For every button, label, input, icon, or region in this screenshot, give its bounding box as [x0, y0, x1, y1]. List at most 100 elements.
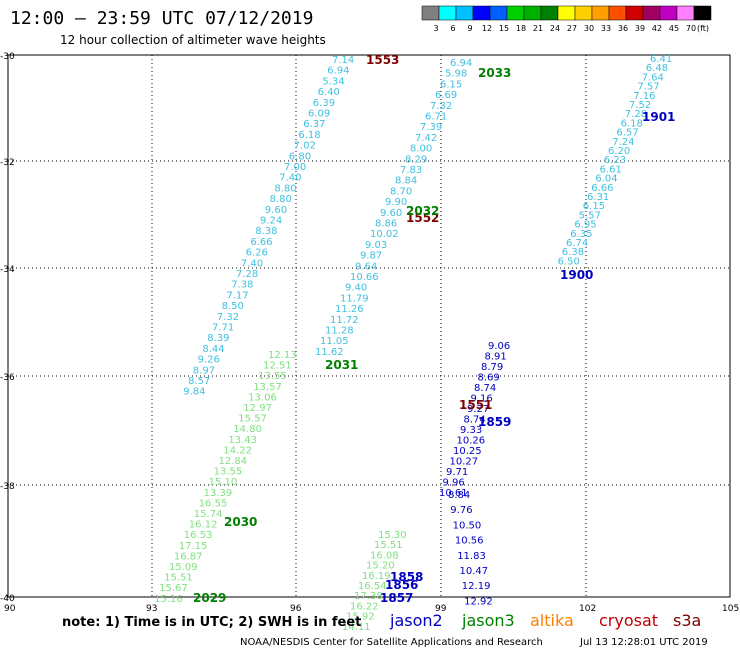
scale-swatch [676, 5, 695, 21]
lat-tick: -36 [0, 373, 15, 383]
track-value: 7.02 [294, 141, 316, 152]
track-value: 15.74 [194, 509, 223, 520]
page-title: 12:00 – 23:59 UTC 07/12/2019 [10, 8, 313, 29]
scale-swatch [540, 5, 559, 21]
track-value: 16.22 [350, 601, 379, 612]
track-value: 15.51 [374, 540, 403, 551]
scale-swatch [574, 5, 593, 21]
track-value: 11.72 [330, 315, 359, 326]
track-value: 8.84 [448, 490, 470, 501]
track-value: 7.40 [241, 258, 263, 269]
track-value: 15.51 [164, 573, 193, 584]
track-value: 10.27 [450, 457, 479, 468]
track-value: 6.74 [566, 238, 588, 249]
lat-tick: -40 [0, 594, 15, 604]
track-value: 5.57 [579, 210, 601, 221]
page-subtitle: 12 hour collection of altimeter wave hei… [60, 33, 326, 47]
track-value: 6.66 [591, 183, 613, 194]
track-value: 10.66 [350, 272, 379, 283]
track-label-1859: 1859 [478, 415, 511, 429]
lon-tick: 90 [4, 604, 16, 614]
scale-swatch [438, 5, 457, 21]
track-label-1857: 1857 [380, 591, 413, 605]
track-value: 7.83 [400, 165, 422, 176]
track-value: 9.87 [360, 251, 382, 262]
track-value: 17.38 [354, 591, 383, 602]
track-value: 16.55 [199, 498, 228, 509]
track-value: 15.16 [154, 594, 183, 605]
track-value: 6.31 [587, 192, 609, 203]
track-value: 10.61 [439, 488, 468, 499]
track-value: 13.57 [253, 382, 282, 393]
track-value: 11.05 [320, 336, 349, 347]
scale-swatch [693, 5, 712, 21]
track-value: 13.06 [248, 392, 277, 403]
track-value: 11.79 [340, 293, 369, 304]
track-value: 9.60 [265, 205, 287, 216]
track-label-2033: 2033 [478, 66, 511, 80]
track-value: 8.74 [464, 415, 486, 426]
track-value: 8.80 [274, 183, 296, 194]
track-value: 10.50 [453, 520, 482, 531]
track-value: 11.62 [315, 347, 344, 358]
track-value: 8.97 [193, 365, 215, 376]
track-label-1551: 1551 [459, 398, 492, 412]
track-value: 9.03 [365, 240, 387, 251]
scale-swatch [421, 5, 440, 21]
track-value: 16.53 [184, 530, 213, 541]
track-label-1553: 1553 [366, 53, 399, 67]
track-value: 12.13 [268, 350, 297, 361]
track-value: 7.64 [642, 72, 664, 83]
track-value: 6.95 [574, 220, 596, 231]
lat-tick: -32 [0, 158, 15, 168]
track-value: 14.80 [233, 424, 262, 435]
track-value: 15.09 [169, 562, 198, 573]
scale-swatch [591, 5, 610, 21]
footer-note: note: 1) Time is in UTC; 2) SWH is in fe… [62, 615, 361, 630]
track-value: 7.71 [212, 323, 234, 334]
track-value: 6.50 [558, 256, 580, 267]
track-value: 7.42 [415, 133, 437, 144]
scale-swatch [625, 5, 644, 21]
scale-label: 24 [550, 24, 560, 33]
track-label-2031: 2031 [325, 358, 358, 372]
map-frame [7, 54, 731, 598]
track-value: 6.48 [646, 63, 668, 74]
scale-swatch [472, 5, 491, 21]
track-value: 12.51 [263, 361, 292, 372]
track-value: 7.00 [284, 162, 306, 173]
track-value: 6.69 [435, 90, 457, 101]
track-value: 6.18 [298, 130, 320, 141]
scale-label: 27 [567, 24, 577, 33]
track-value: 16.08 [370, 550, 399, 561]
scale-swatch [608, 5, 627, 21]
track-label-1900: 1900 [560, 268, 593, 282]
satellite-legend-s3a: s3a [673, 611, 701, 630]
track-value: 17.15 [179, 541, 208, 552]
track-value: 7.40 [279, 173, 301, 184]
track-value: 8.86 [375, 219, 397, 230]
track-value: 15.67 [159, 583, 188, 594]
track-value: 9.40 [345, 283, 367, 294]
scale-label: 70 [686, 24, 696, 33]
track-value: 8.57 [188, 376, 210, 387]
track-value: 6.23 [604, 155, 626, 166]
track-value: 9.27 [467, 404, 489, 415]
track-value: 15.57 [238, 414, 267, 425]
track-value: 7.39 [420, 122, 442, 133]
track-value: 7.57 [637, 82, 659, 93]
track-value: 6.80 [289, 151, 311, 162]
track-value: 13.55 [258, 371, 287, 382]
track-label-1858: 1858 [390, 570, 423, 584]
track-value: 10.47 [460, 566, 489, 577]
track-value: 6.57 [616, 128, 638, 139]
track-value: 9.96 [443, 478, 465, 489]
track-label-2032: 2032 [406, 204, 439, 218]
track-value: 6.09 [308, 109, 330, 120]
track-value: 6.37 [303, 119, 325, 130]
track-value: 11.28 [325, 326, 354, 337]
scale-swatch [489, 5, 508, 21]
track-value: 12.97 [243, 403, 272, 414]
scale-label: 9 [467, 24, 472, 33]
